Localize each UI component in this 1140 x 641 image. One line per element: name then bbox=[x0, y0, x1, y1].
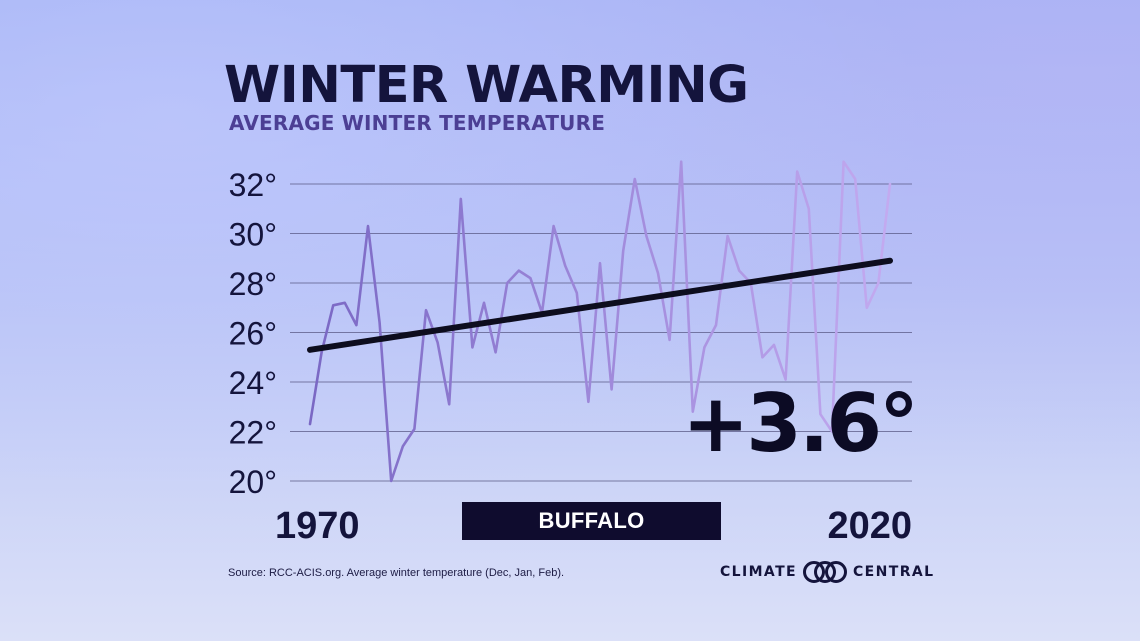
climate-central-logo-icon bbox=[803, 561, 847, 583]
y-tick-label: 20° bbox=[229, 464, 277, 500]
y-tick-label: 26° bbox=[229, 316, 277, 352]
location-name: BUFFALO bbox=[538, 508, 645, 533]
location-label: BUFFALO bbox=[462, 502, 721, 540]
y-tick-label: 24° bbox=[229, 365, 277, 401]
chart-title: WINTER WARMING bbox=[224, 56, 749, 115]
brand-word-right: CENTRAL bbox=[853, 564, 935, 580]
y-tick-label: 32° bbox=[229, 167, 277, 203]
y-tick-label: 30° bbox=[229, 217, 277, 253]
temperature-change-value: +3.6° bbox=[682, 377, 919, 470]
x-tick-label-start: 1970 bbox=[275, 505, 360, 547]
trend-line bbox=[307, 257, 893, 353]
y-tick-label: 28° bbox=[229, 266, 277, 302]
chart-subtitle: AVERAGE WINTER TEMPERATURE bbox=[229, 111, 606, 135]
x-tick-label-end: 2020 bbox=[827, 505, 912, 547]
source-note: Source: RCC-ACIS.org. Average winter tem… bbox=[228, 567, 565, 579]
y-tick-label: 22° bbox=[229, 415, 277, 451]
brand-word-left: CLIMATE bbox=[720, 564, 797, 580]
brand-logo: CLIMATE CENTRAL bbox=[720, 561, 934, 583]
temperature-series-line bbox=[308, 160, 892, 483]
